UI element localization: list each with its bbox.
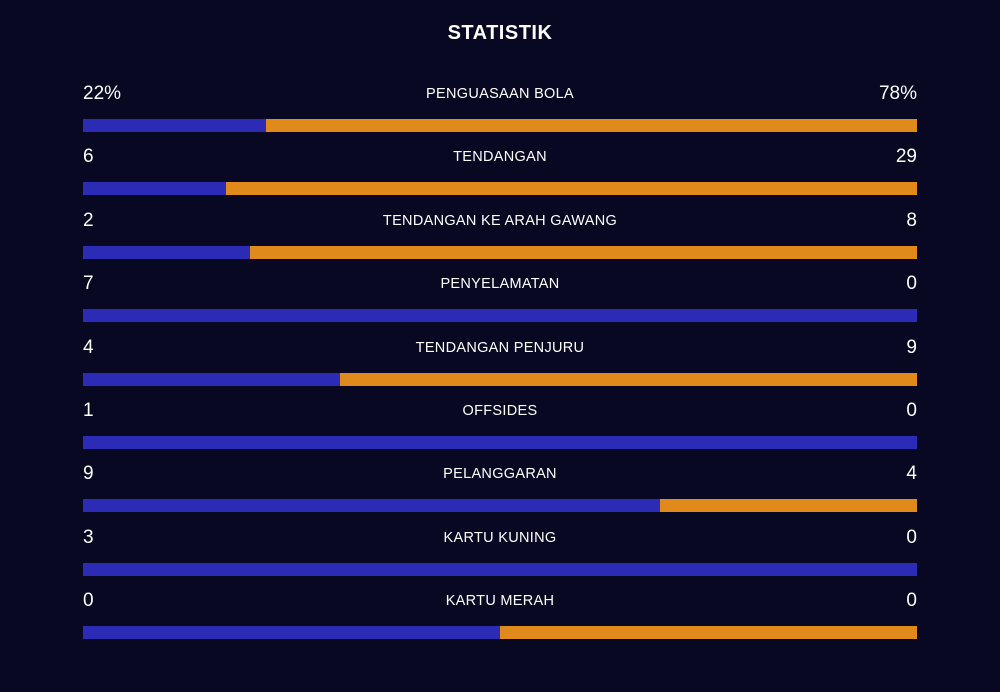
away-value: 29 — [895, 146, 917, 168]
stat-label: KARTU KUNING — [443, 529, 557, 546]
stat-row-shots-on-target: 2 TENDANGAN KE ARAH GAWANG 8 — [83, 207, 917, 270]
away-value: 8 — [906, 209, 917, 231]
home-bar-fill — [83, 626, 500, 640]
away-bar-fill — [266, 119, 917, 132]
stat-label: TENDANGAN PENJURU — [415, 339, 585, 356]
stat-bar — [83, 499, 917, 513]
stat-label: TENDANGAN — [453, 149, 547, 166]
stat-bar — [83, 245, 917, 259]
away-bar-fill — [249, 245, 917, 259]
home-bar-fill — [83, 245, 250, 259]
home-value: 4 — [83, 336, 94, 358]
stat-row-red-cards: 0 KARTU MERAH 0 — [83, 587, 917, 650]
stats-title: STATISTIK — [447, 22, 553, 44]
stat-label: PENGUASAAN BOLA — [426, 86, 574, 102]
home-value: 6 — [83, 146, 94, 168]
away-value: 0 — [906, 590, 917, 612]
home-value: 7 — [83, 273, 94, 295]
stat-label: PELANGGARAN — [443, 466, 557, 483]
stat-bar — [83, 309, 917, 323]
stats-list: 22% PENGUASAAN BOLA 78% 6 TENDANGAN 29 2… — [83, 80, 917, 651]
home-value: 0 — [83, 590, 94, 612]
stat-label: PENYELAMATAN — [440, 276, 560, 293]
home-value: 9 — [83, 463, 94, 485]
stat-bar — [83, 182, 917, 196]
stat-row-yellow-cards: 3 KARTU KUNING 0 — [83, 524, 917, 587]
home-bar-fill — [83, 182, 226, 196]
away-value: 0 — [906, 526, 917, 548]
home-bar-fill — [83, 372, 340, 386]
home-value: 1 — [83, 399, 94, 421]
stat-label: OFFSIDES — [462, 402, 538, 419]
home-bar-fill — [83, 562, 917, 576]
stat-label: KARTU MERAH — [445, 593, 555, 610]
stat-label: TENDANGAN KE ARAH GAWANG — [382, 212, 618, 229]
away-value: 4 — [906, 463, 917, 485]
away-bar-fill — [660, 499, 917, 513]
stat-row-corners: 4 TENDANGAN PENJURU 9 — [83, 334, 917, 397]
away-value: 78% — [878, 83, 917, 104]
home-bar-fill — [83, 435, 917, 449]
stat-bar — [83, 372, 917, 386]
away-value: 0 — [906, 399, 917, 421]
home-value: 3 — [83, 526, 94, 548]
stat-bar — [83, 435, 917, 449]
stat-row-saves: 7 PENYELAMATAN 0 — [83, 270, 917, 333]
away-value: 9 — [906, 336, 917, 358]
stat-row-fouls: 9 PELANGGARAN 4 — [83, 460, 917, 523]
home-bar-fill — [83, 309, 917, 323]
home-bar-fill — [83, 499, 661, 513]
away-value: 0 — [906, 273, 917, 295]
away-bar-fill — [339, 372, 917, 386]
stat-row-possession: 22% PENGUASAAN BOLA 78% — [83, 80, 917, 143]
stat-row-offsides: 1 OFFSIDES 0 — [83, 397, 917, 460]
away-bar-fill — [225, 182, 917, 196]
stat-bar — [83, 626, 917, 640]
stat-row-shots: 6 TENDANGAN 29 — [83, 143, 917, 206]
home-value: 2 — [83, 209, 94, 231]
home-value: 22% — [83, 83, 122, 104]
stat-bar — [83, 119, 917, 132]
away-bar-fill — [500, 626, 917, 640]
home-bar-fill — [83, 119, 267, 132]
stat-bar — [83, 562, 917, 576]
